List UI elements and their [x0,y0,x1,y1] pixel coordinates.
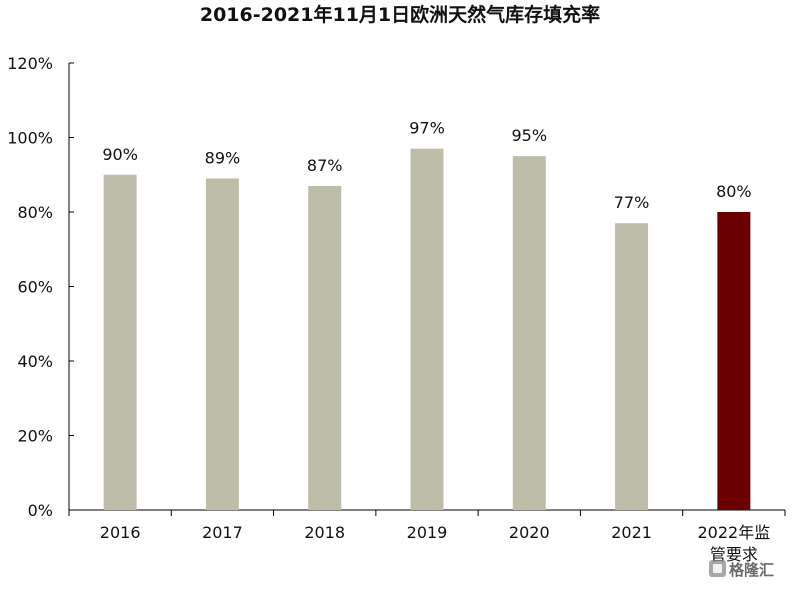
data-label: 95% [512,126,548,145]
y-tick-label: 40% [17,352,53,371]
data-label: 90% [102,145,138,164]
data-label: 87% [307,156,343,175]
bar [410,148,444,511]
x-tick-label: 2022年监 [697,523,770,542]
x-tick-label: 2018 [304,523,345,542]
data-label: 80% [716,182,752,201]
y-tick-label: 60% [17,278,53,297]
data-label: 77% [614,193,650,212]
x-tick-label: 2020 [509,523,550,542]
watermark: 格隆汇 [709,560,774,579]
y-tick-label: 0% [28,501,53,520]
axes: 0% 20% 40% 60% 80% 100% 120% [7,54,786,520]
x-tick-label: 2017 [202,523,243,542]
y-tick-label: 20% [17,427,53,446]
data-labels: 90% 89% 87% 97% 95% 77% 80% [102,119,751,213]
bars [103,148,751,511]
chart-title: 2016-2021年11月1日欧洲天然气库存填充率 [200,3,600,26]
y-tick-label: 100% [7,129,53,148]
bar [512,156,546,510]
y-tick-label: 120% [7,54,53,73]
bar [615,223,649,511]
x-tick-label: 管要求 [710,545,758,564]
bar [205,178,239,510]
x-tick-label: 2021 [611,523,652,542]
y-tick-label: 80% [17,203,53,222]
bar [308,185,342,511]
bar [103,174,137,510]
watermark-text: 格隆汇 [729,561,774,579]
gelonghui-logo-icon [709,560,726,577]
data-label: 89% [205,148,241,167]
bar [717,212,751,510]
x-tick-label: 2016 [100,523,141,542]
x-tick-label: 2019 [407,523,448,542]
data-label: 97% [409,119,445,138]
